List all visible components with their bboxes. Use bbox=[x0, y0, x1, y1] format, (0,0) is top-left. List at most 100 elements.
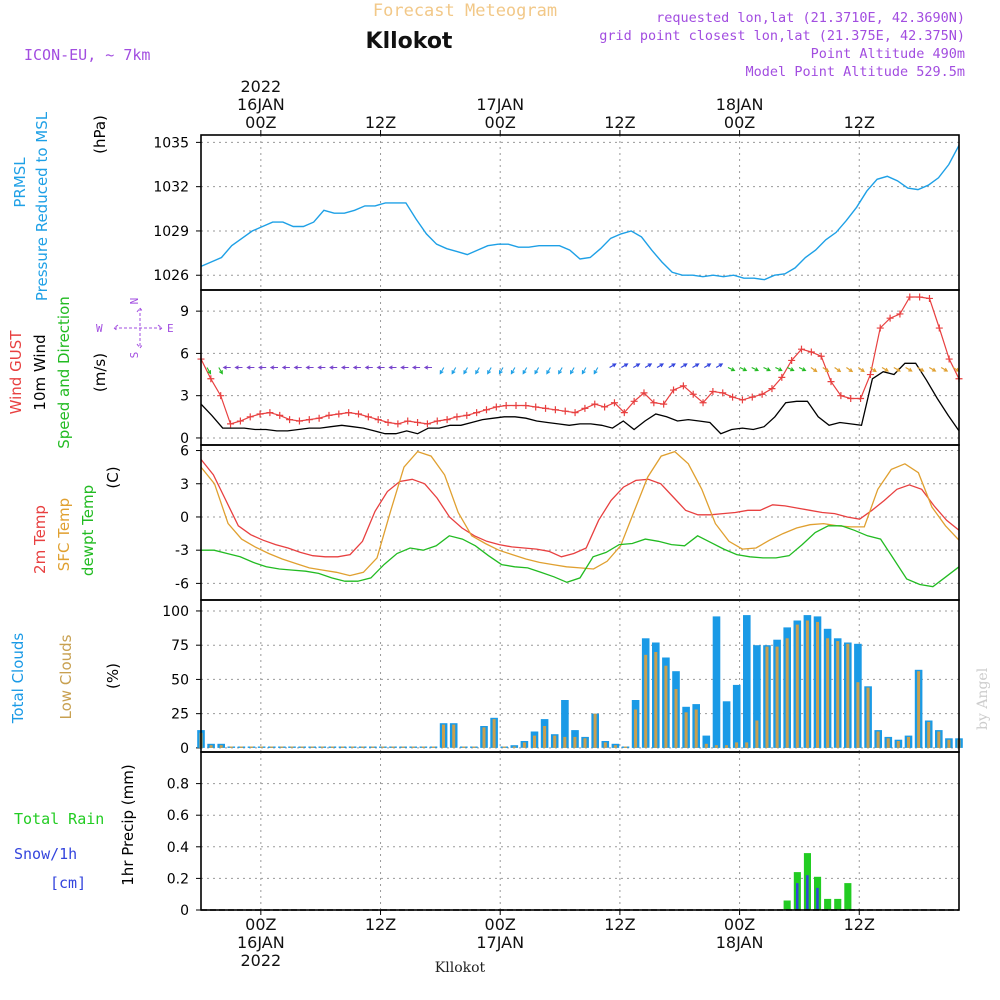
wind-direction-arrow bbox=[487, 367, 492, 375]
unit-hpa: (hPa) bbox=[91, 115, 109, 154]
gust-marker bbox=[414, 418, 422, 426]
wind-direction-arrow bbox=[656, 363, 664, 368]
gust-marker bbox=[876, 324, 884, 332]
label-temp: 2m Temp bbox=[31, 505, 49, 574]
low-clouds-bar bbox=[533, 735, 536, 748]
total-clouds-bar bbox=[722, 701, 731, 748]
wind-direction-arrow bbox=[352, 365, 361, 370]
top-time-label: 00Z bbox=[724, 113, 755, 132]
label-wind: Speed and Direction bbox=[55, 296, 73, 449]
bottom-time-label: 12Z bbox=[604, 915, 635, 934]
gust-marker bbox=[807, 348, 815, 356]
low-clouds-bar bbox=[522, 742, 526, 748]
panel-labels: PRMSL Pressure Reduced to MSL (hPa) bbox=[11, 111, 109, 301]
gust-marker bbox=[581, 404, 589, 412]
bottom-time-label: 00Z bbox=[485, 915, 516, 934]
wind-direction-arrow bbox=[246, 365, 255, 370]
gust-marker bbox=[433, 417, 441, 425]
wind-direction-arrow bbox=[798, 367, 807, 372]
gust-marker bbox=[601, 403, 609, 411]
low-clouds-bar bbox=[341, 746, 344, 748]
credit-watermark: by Angel bbox=[975, 667, 991, 730]
gust-marker bbox=[561, 407, 569, 415]
temp-2m-line bbox=[200, 458, 960, 558]
wind-line bbox=[200, 362, 960, 435]
low-clouds-bar bbox=[947, 739, 951, 748]
compass-arrows bbox=[113, 307, 163, 349]
top-time-label: 12Z bbox=[365, 113, 396, 132]
low-clouds-bar bbox=[907, 736, 910, 748]
low-clouds-bar bbox=[351, 746, 355, 748]
low-clouds-bar bbox=[654, 652, 658, 748]
wind-direction-arrow bbox=[451, 367, 457, 375]
wind-direction-arrow bbox=[940, 367, 949, 372]
rain-bar bbox=[824, 898, 832, 910]
low-clouds-bar bbox=[755, 720, 759, 748]
wind-direction-arrow bbox=[388, 365, 397, 370]
gust-marker bbox=[374, 416, 382, 424]
bottom-time-label: 2022 bbox=[240, 951, 281, 970]
low-clouds-bar bbox=[583, 738, 587, 748]
wind-direction-arrow bbox=[680, 363, 688, 368]
snow-bar bbox=[796, 883, 799, 910]
top-time-label: 18JAN bbox=[716, 95, 764, 114]
gust-marker bbox=[364, 413, 372, 421]
y-tick-label: 1035 bbox=[153, 135, 189, 151]
low-clouds-bar bbox=[745, 742, 749, 748]
y-tick-label: 1032 bbox=[153, 180, 189, 196]
y-tick-label: 1026 bbox=[153, 268, 189, 284]
top-time-label: 12Z bbox=[844, 113, 875, 132]
gust-marker bbox=[217, 392, 225, 400]
y-tick-label: 0.4 bbox=[167, 840, 189, 856]
gust-marker bbox=[236, 417, 244, 425]
gust-marker bbox=[335, 410, 343, 418]
y-tick-label: 75 bbox=[171, 638, 189, 654]
low-clouds-bar bbox=[209, 745, 213, 748]
gust-marker bbox=[896, 310, 904, 318]
label-temp: dewpt Temp bbox=[79, 485, 97, 576]
wind-direction-arrow bbox=[570, 367, 575, 375]
low-clouds-bar bbox=[704, 743, 708, 748]
wind-direction-arrow bbox=[411, 365, 421, 370]
gust-marker bbox=[748, 393, 756, 401]
gust-marker bbox=[591, 400, 599, 408]
location-title: Kllokot bbox=[366, 29, 453, 54]
gust-marker bbox=[482, 406, 490, 414]
panel-labels: Total Clouds Low Clouds (%) bbox=[9, 633, 122, 725]
gust-marker bbox=[276, 411, 284, 419]
y-tick-label: 100 bbox=[162, 604, 189, 620]
sfc-temp-line bbox=[200, 450, 960, 577]
bottom-time-label: 18JAN bbox=[716, 933, 764, 952]
label-snow: Snow/1h bbox=[14, 845, 77, 863]
low-clouds-bar bbox=[917, 671, 921, 748]
total-clouds-bar bbox=[753, 645, 761, 748]
wind-direction-arrow bbox=[475, 367, 480, 375]
gust-marker bbox=[660, 400, 668, 408]
low-clouds-bar bbox=[431, 746, 435, 748]
footer-location: Kllokot bbox=[435, 960, 486, 976]
gust-marker bbox=[207, 375, 215, 383]
total-clouds-bar bbox=[743, 615, 751, 748]
low-clouds-bar bbox=[634, 709, 638, 748]
gust-marker bbox=[719, 389, 727, 397]
gust-line bbox=[200, 296, 960, 425]
info-line: Model Point Altitude 529.5m bbox=[746, 64, 965, 80]
low-clouds-bar bbox=[260, 746, 264, 748]
low-clouds-bar bbox=[381, 746, 385, 748]
low-clouds-bar bbox=[290, 746, 294, 748]
gust-marker bbox=[512, 402, 520, 410]
low-clouds-bar bbox=[391, 746, 395, 748]
y-tick-label: 3 bbox=[180, 389, 189, 405]
low-clouds-bar bbox=[856, 682, 860, 748]
low-clouds-bar bbox=[401, 746, 405, 748]
wind-direction-arrow bbox=[704, 363, 712, 368]
wind-direction-arrow bbox=[218, 367, 223, 375]
gust-marker bbox=[738, 396, 746, 404]
gust-marker bbox=[699, 399, 707, 407]
wind-direction-arrow bbox=[929, 367, 937, 372]
low-clouds-bar bbox=[229, 746, 233, 748]
low-clouds-bar bbox=[320, 746, 324, 748]
y-tick-label: 50 bbox=[171, 672, 189, 688]
gust-marker bbox=[670, 386, 678, 394]
